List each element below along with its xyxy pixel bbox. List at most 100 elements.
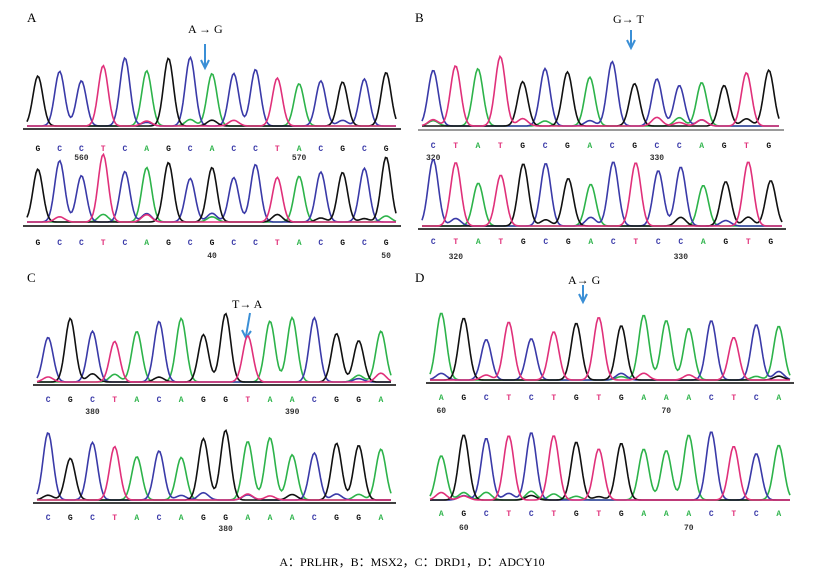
base-call: T xyxy=(596,510,601,519)
panel-d-mutation-label: A→ G xyxy=(568,273,601,287)
base-call: G xyxy=(722,142,727,151)
panel-c-mutation-label: T→ A xyxy=(232,297,263,311)
base-call: C xyxy=(318,145,323,154)
base-call: C xyxy=(709,394,714,403)
base-call: A xyxy=(297,239,302,248)
base-call: A xyxy=(664,510,669,519)
base-call: T xyxy=(731,394,736,403)
trace-t xyxy=(27,152,396,223)
position-number: 40 xyxy=(207,252,217,261)
base-call: G xyxy=(68,514,73,523)
trace-g xyxy=(430,317,791,381)
base-call: G xyxy=(521,238,526,247)
base-call: G xyxy=(334,514,339,523)
panel-a-mutation-label: A → G xyxy=(188,22,223,36)
position-number: 60 xyxy=(436,407,446,416)
base-call: G xyxy=(461,510,466,519)
base-call: T xyxy=(551,394,556,403)
base-call: C xyxy=(57,145,62,154)
base-call: C xyxy=(611,238,616,247)
base-call: C xyxy=(312,396,317,405)
chromatogram-track: C T A T G C G A C G C C A G T G 320 330 xyxy=(418,54,784,163)
trace-a xyxy=(421,67,779,127)
base-call: T xyxy=(453,238,458,247)
base-call: C xyxy=(122,145,127,154)
base-call: C xyxy=(79,145,84,154)
base-call: A xyxy=(134,514,139,523)
base-call: C xyxy=(188,239,193,248)
position-number: 50 xyxy=(381,252,391,261)
panel-a-label: A xyxy=(27,10,37,25)
trace-g xyxy=(422,163,783,227)
trace-c xyxy=(27,55,396,127)
trace-a xyxy=(27,69,396,127)
base-call: A xyxy=(297,145,302,154)
base-call: C xyxy=(362,239,367,248)
base-call: A xyxy=(701,238,706,247)
base-call: G xyxy=(574,510,579,519)
base-call: C xyxy=(188,145,193,154)
base-call: G xyxy=(384,145,389,154)
base-call: C xyxy=(656,238,661,247)
base-call: G xyxy=(520,142,525,151)
base-call: C xyxy=(122,239,127,248)
base-call: A xyxy=(378,514,383,523)
base-call: C xyxy=(57,239,62,248)
figure-caption: A：PRLHR，B：MSX2，C：DRD1，D：ADCY10 xyxy=(279,555,545,569)
base-call: C xyxy=(543,142,548,151)
base-call: A xyxy=(144,239,149,248)
mutation-arrow-icon xyxy=(626,30,636,51)
base-call: C xyxy=(754,510,759,519)
base-call: A xyxy=(588,238,593,247)
base-call: G xyxy=(68,396,73,405)
base-call: C xyxy=(90,396,95,405)
chromatogram-track: A G C T C T G T G A A A C T C A 60 70 xyxy=(429,431,791,533)
position-number: 380 xyxy=(85,408,100,417)
base-call: C xyxy=(677,142,682,151)
trace-t xyxy=(421,54,779,127)
panel-a: A A → G G C C T C A G C A C C T A C G C G 560 570 G C C T C A G C… xyxy=(23,10,401,261)
base-call: A xyxy=(210,145,215,154)
base-call: A xyxy=(290,514,295,523)
base-call: C xyxy=(529,510,534,519)
trace-c xyxy=(429,320,791,381)
base-call: T xyxy=(506,394,511,403)
base-call: G xyxy=(356,396,361,405)
base-call: T xyxy=(453,142,458,151)
base-call: A xyxy=(475,142,480,151)
base-call: T xyxy=(112,396,117,405)
base-call: G xyxy=(35,145,40,154)
base-call: A xyxy=(641,510,646,519)
base-call: T xyxy=(744,142,749,151)
trace-g xyxy=(26,57,397,127)
position-number: 330 xyxy=(650,154,665,163)
base-call: A xyxy=(245,514,250,523)
base-call: G xyxy=(340,145,345,154)
base-call: T xyxy=(498,142,503,151)
base-call: G xyxy=(166,239,171,248)
base-call: A xyxy=(179,514,184,523)
base-call: T xyxy=(101,239,106,248)
base-call: C xyxy=(46,396,51,405)
base-call: C xyxy=(90,514,95,523)
base-call: C xyxy=(484,394,489,403)
chromatogram-track: A G C T C T G T G A A A C T C A 60 70 xyxy=(426,312,794,416)
base-call: T xyxy=(275,145,280,154)
chromatogram-track: C G C T A C A G G A A A C G G A 380 xyxy=(33,428,396,534)
base-call: T xyxy=(101,145,106,154)
chromatogram-track: C T A T G C G A C T C C A G T G 320 330 xyxy=(418,159,786,262)
base-call: G xyxy=(35,239,40,248)
base-call: A xyxy=(776,510,781,519)
trace-g xyxy=(26,156,397,223)
mutation-arrow-icon xyxy=(200,44,210,71)
base-call: C xyxy=(362,145,367,154)
base-call: A xyxy=(476,238,481,247)
base-call: T xyxy=(551,510,556,519)
trace-t xyxy=(27,64,396,127)
base-call: G xyxy=(723,238,728,247)
base-call: C xyxy=(709,510,714,519)
base-call: C xyxy=(79,239,84,248)
position-number: 320 xyxy=(449,253,464,262)
panel-b: B G→ T C T A T G C G A C G C C A G T G 320 330 C T A T G C G A C T… xyxy=(415,10,786,262)
